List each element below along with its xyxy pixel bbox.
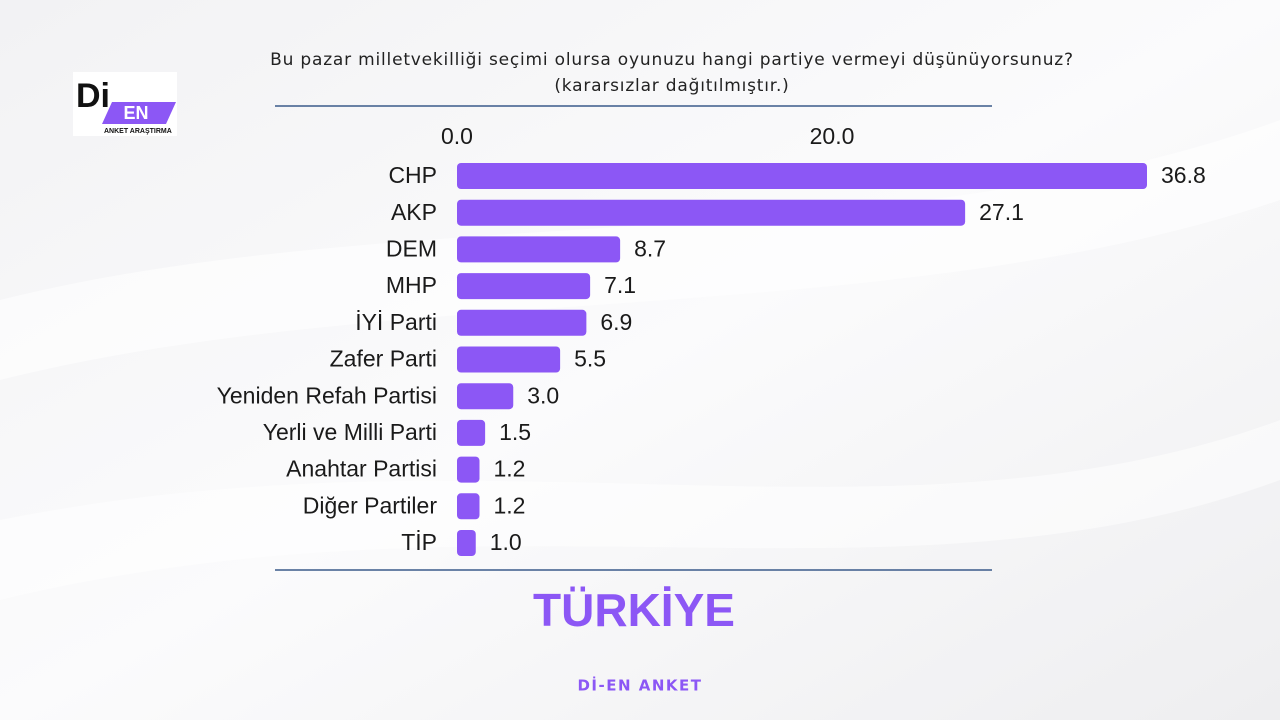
bar <box>457 493 480 520</box>
value-label: 3.0 <box>527 382 559 408</box>
bar <box>457 273 591 300</box>
y-tick-label: AKP <box>391 199 437 225</box>
value-label: 6.9 <box>600 309 632 335</box>
logo-secondary: EN <box>123 103 148 123</box>
logo-primary: Di <box>76 77 110 115</box>
value-label: 1.2 <box>494 456 526 482</box>
chart-title: Bu pazar milletvekilliği seçimi olursa o… <box>270 50 1074 70</box>
value-label: 5.5 <box>574 346 606 372</box>
y-tick-label: TİP <box>401 529 437 555</box>
chart-subtitle: (kararsızlar dağıtılmıştır.) <box>554 76 789 96</box>
value-label: 1.0 <box>490 529 522 555</box>
bar <box>457 419 486 446</box>
bar <box>457 309 587 336</box>
y-tick-label: Diğer Partiler <box>303 492 438 518</box>
value-label: 7.1 <box>604 272 636 298</box>
bar <box>457 383 514 410</box>
y-tick-label: Zafer Parti <box>330 346 437 372</box>
bar <box>457 163 1147 189</box>
logo-badge <box>102 102 176 124</box>
value-label: 1.5 <box>499 419 531 445</box>
bar <box>457 199 966 226</box>
logo: Di EN ANKET ARAŞTIRMA <box>73 72 177 136</box>
footer-label: Dİ-EN ANKET <box>577 676 702 695</box>
x-tick-label: 0.0 <box>441 123 473 149</box>
y-tick-label: MHP <box>386 272 437 298</box>
x-tick-label: 20.0 <box>810 123 855 149</box>
bar <box>457 456 480 483</box>
value-label: 1.2 <box>494 492 526 518</box>
value-label: 27.1 <box>979 199 1024 225</box>
value-label: 8.7 <box>634 235 666 261</box>
y-tick-label: Yeniden Refah Partisi <box>217 382 437 408</box>
bar <box>457 530 476 556</box>
bar <box>457 236 621 263</box>
y-tick-label: DEM <box>386 235 437 261</box>
logo-tagline: ANKET ARAŞTIRMA <box>104 128 172 135</box>
background-swoosh <box>0 420 1280 600</box>
y-tick-label: İYİ Parti <box>355 309 437 335</box>
y-tick-label: Anahtar Partisi <box>286 456 437 482</box>
region-label: TÜRKİYE <box>533 584 735 636</box>
background-swoosh <box>0 120 1280 380</box>
bar <box>457 346 561 373</box>
value-label: 36.8 <box>1161 162 1206 188</box>
y-tick-label: CHP <box>388 162 437 188</box>
y-tick-label: Yerli ve Milli Parti <box>263 419 437 445</box>
